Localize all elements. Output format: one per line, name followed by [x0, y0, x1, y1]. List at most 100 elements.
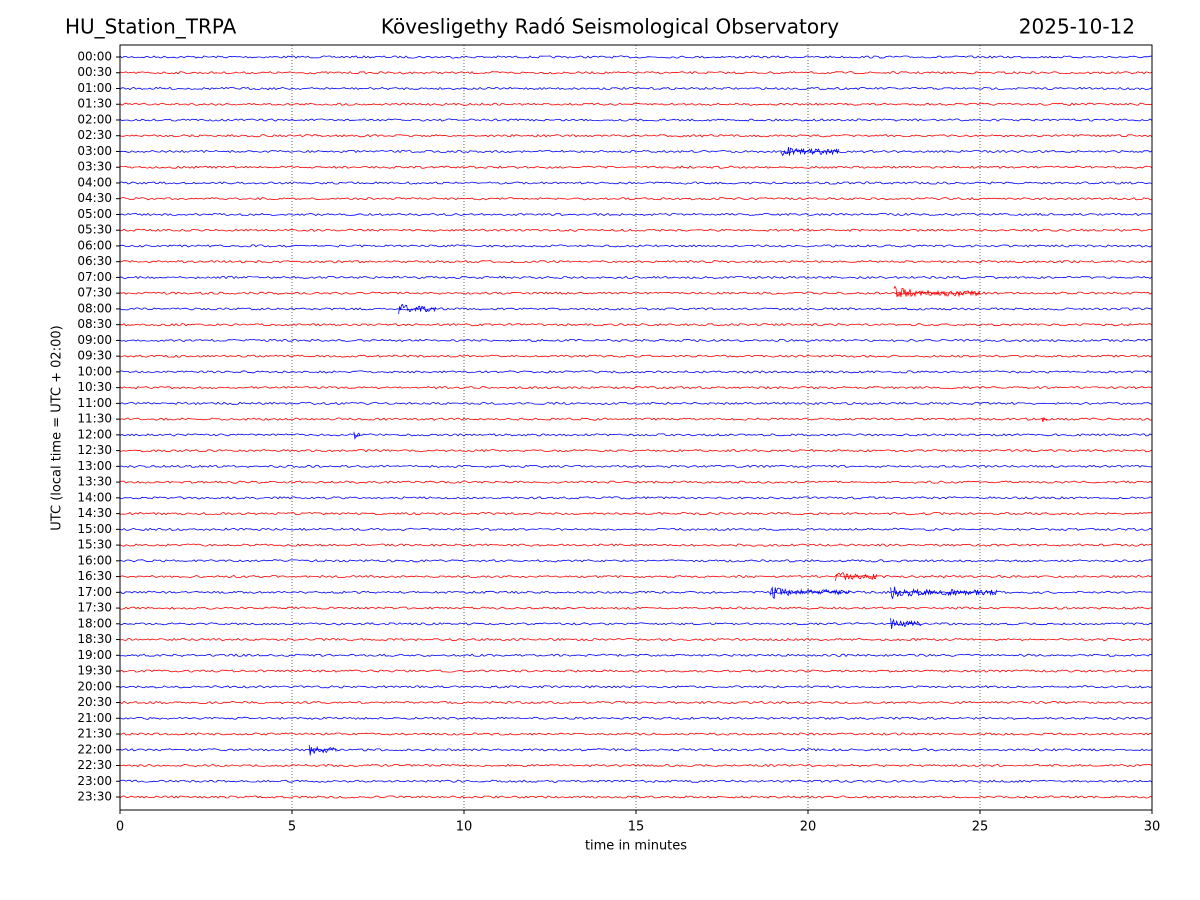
x-tick-label: 15 [628, 820, 645, 835]
trace [119, 338, 1153, 343]
chart-title: Kövesligethy Radó Seismological Observat… [381, 15, 839, 39]
y-tick-label: 00:30 [77, 65, 112, 79]
y-tick-label: 06:30 [77, 254, 112, 268]
seismic-event [398, 303, 436, 314]
trace [119, 622, 1153, 626]
x-tick-label: 20 [800, 820, 817, 835]
trace [119, 401, 1153, 406]
y-tick-label: 06:00 [77, 238, 112, 252]
y-tick-label: 11:00 [77, 396, 112, 410]
trace [119, 149, 1153, 154]
seismic-event [1041, 417, 1048, 422]
seismic-event [835, 572, 877, 581]
trace [119, 511, 1153, 516]
seismic-event [308, 744, 337, 756]
trace [119, 71, 1153, 75]
x-tick-label: 0 [116, 820, 124, 835]
trace [119, 763, 1153, 768]
trace [119, 685, 1153, 689]
trace [119, 669, 1153, 673]
trace [119, 323, 1153, 327]
y-tick-label: 23:30 [77, 790, 112, 804]
y-tick-label: 08:30 [77, 317, 112, 331]
y-tick-label: 00:00 [77, 50, 112, 64]
y-tick-label: 16:00 [77, 553, 112, 567]
y-tick-label: 23:00 [77, 774, 112, 788]
y-tick-label: 21:30 [77, 727, 112, 741]
x-axis-label: time in minutes [585, 839, 687, 854]
y-tick-label: 02:00 [77, 112, 112, 126]
x-tick-label: 10 [456, 820, 473, 835]
y-tick-label: 13:30 [77, 475, 112, 489]
y-tick-label: 05:30 [77, 223, 112, 237]
chart-date: 2025-10-12 [1019, 15, 1135, 39]
y-tick-label: 13:00 [77, 459, 112, 473]
y-tick-label: 15:30 [77, 538, 112, 552]
trace [119, 181, 1153, 185]
y-tick-label: 10:30 [77, 380, 112, 394]
trace [119, 212, 1153, 217]
trace [119, 118, 1153, 122]
y-tick-label: 12:30 [77, 443, 112, 457]
y-tick-label: 18:30 [77, 632, 112, 646]
trace [119, 370, 1153, 374]
y-tick-label: 11:30 [77, 412, 112, 426]
trace [119, 354, 1153, 358]
y-tick-label: 03:00 [77, 144, 112, 158]
trace [119, 55, 1152, 59]
trace [119, 559, 1153, 563]
y-tick-label: 18:00 [77, 616, 112, 630]
station-name: HU_Station_TRPA [65, 15, 237, 39]
y-tick-label: 05:00 [77, 207, 112, 221]
trace [119, 275, 1153, 280]
trace [119, 102, 1153, 106]
y-tick-label: 04:30 [77, 191, 112, 205]
y-tick-label: 20:00 [77, 679, 112, 693]
trace [119, 417, 1153, 421]
y-tick-label: 09:30 [77, 349, 112, 363]
trace [119, 637, 1153, 642]
trace [119, 653, 1153, 657]
y-tick-label: 04:00 [77, 175, 112, 189]
y-tick-label: 19:30 [77, 664, 112, 678]
y-tick-label: 17:00 [77, 585, 112, 599]
trace [119, 134, 1153, 138]
trace [119, 480, 1153, 484]
trace [119, 700, 1153, 705]
trace [119, 748, 1153, 752]
trace [119, 86, 1153, 91]
y-tick-label: 14:30 [77, 506, 112, 520]
y-tick-label: 21:00 [77, 711, 112, 725]
trace [119, 307, 1153, 311]
trace [119, 795, 1153, 799]
trace [119, 527, 1153, 531]
trace [119, 260, 1153, 264]
y-tick-label: 03:30 [77, 160, 112, 174]
y-tick-label: 15:00 [77, 522, 112, 536]
trace [119, 433, 1153, 437]
y-tick-label: 17:30 [77, 601, 112, 615]
trace [119, 716, 1152, 720]
y-tick-label: 16:30 [77, 569, 112, 583]
y-tick-label: 12:00 [77, 427, 112, 441]
trace [119, 779, 1153, 783]
seismic-event [780, 146, 839, 157]
y-tick-label: 07:00 [77, 270, 112, 284]
trace [119, 543, 1152, 547]
y-tick-label: 22:00 [77, 742, 112, 756]
trace [120, 606, 1153, 610]
trace [119, 732, 1153, 736]
y-axis-label: UTC (local time = UTC + 02:00) [50, 325, 65, 530]
y-tick-label: 08:00 [77, 301, 112, 315]
y-tick-label: 19:00 [77, 648, 112, 662]
trace [119, 574, 1153, 579]
trace [119, 197, 1153, 201]
trace [119, 244, 1153, 248]
trace [119, 590, 1153, 594]
seismic-event [769, 586, 850, 600]
plot-frame [119, 44, 1153, 811]
seismic-event [890, 586, 997, 600]
x-tick-label: 5 [288, 820, 296, 835]
y-tick-label: 22:30 [77, 758, 112, 772]
